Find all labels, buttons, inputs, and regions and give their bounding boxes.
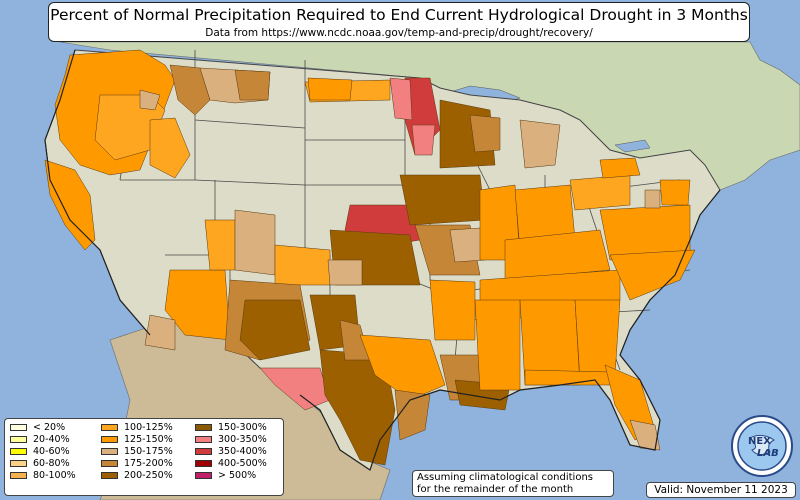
legend-label: 400-500% xyxy=(218,458,267,469)
legend-label: < 20% xyxy=(33,422,66,433)
region-mi-tan xyxy=(519,119,561,169)
region-tx-coast-brown xyxy=(394,389,431,441)
region-ia-darkbrown xyxy=(399,174,486,226)
region-tx-pink xyxy=(259,367,331,411)
legend-swatch xyxy=(195,460,212,467)
legend-swatch xyxy=(195,472,212,479)
legend-swatch xyxy=(101,436,118,443)
legend-item: 80-100% xyxy=(10,470,76,482)
legend-label: 125-150% xyxy=(124,434,173,445)
legend-label: 200-250% xyxy=(124,470,173,481)
region-nj-orange xyxy=(659,179,691,206)
lake-ontario xyxy=(614,139,651,153)
region-4corners-orange xyxy=(274,244,331,286)
legend-swatch xyxy=(10,436,27,443)
legend-label: 350-400% xyxy=(218,446,267,457)
region-ky-orange xyxy=(504,229,611,281)
title-box: Percent of Normal Precipitation Required… xyxy=(48,2,750,42)
legend-label: 40-60% xyxy=(33,446,70,457)
legend-item: 20-40% xyxy=(10,434,76,446)
legend-swatch xyxy=(10,472,27,479)
assumption-line-1: Assuming climatological conditions xyxy=(417,472,593,483)
region-tx-east-orange xyxy=(359,334,446,401)
legend-label: 100-125% xyxy=(124,422,173,433)
legend: < 20% 20-40% 40-60% 60-80% 80-100% 100-1… xyxy=(4,418,284,496)
region-mn-pink xyxy=(389,77,413,121)
region-pa-tan xyxy=(644,189,661,209)
legend-swatch xyxy=(10,448,27,455)
legend-swatch xyxy=(101,448,118,455)
legend-item: < 20% xyxy=(10,422,76,434)
legend-item: 175-200% xyxy=(101,458,173,470)
legend-label: 80-100% xyxy=(33,470,76,481)
region-mn-pink2 xyxy=(411,124,436,156)
legend-column-2: 100-125% 125-150% 150-175% 175-200% 200-… xyxy=(101,422,173,482)
legend-item: 300-350% xyxy=(195,434,267,446)
region-fl-south-tan xyxy=(629,419,661,451)
legend-item: 350-400% xyxy=(195,446,267,458)
region-northern-brown xyxy=(169,64,211,116)
legend-label: 60-80% xyxy=(33,458,70,469)
legend-swatch xyxy=(101,472,118,479)
legend-label: 175-200% xyxy=(124,458,173,469)
region-ar-orange xyxy=(429,279,476,341)
map-title: Percent of Normal Precipitation Required… xyxy=(50,6,748,24)
legend-item: 150-175% xyxy=(101,446,173,458)
logo-text-b: LAB xyxy=(757,448,779,459)
legend-column-1: < 20% 20-40% 40-60% 60-80% 80-100% xyxy=(10,422,76,482)
legend-item: > 500% xyxy=(195,470,267,482)
legend-column-3: 150-300% 300-350% 350-400% 400-500% > 50… xyxy=(195,422,267,482)
region-ks-tan xyxy=(327,259,363,286)
region-wi-midbrown xyxy=(469,114,501,153)
region-wa-tan xyxy=(139,89,161,111)
drought-regions xyxy=(44,49,696,466)
region-ga-orange xyxy=(574,299,621,381)
legend-item: 150-300% xyxy=(195,422,267,434)
legend-item: 400-500% xyxy=(195,458,267,470)
legend-item: 40-60% xyxy=(10,446,76,458)
region-ca-coast xyxy=(44,159,96,251)
legend-label: 150-175% xyxy=(124,446,173,457)
us-coast-outline xyxy=(44,49,721,471)
legend-item: 60-80% xyxy=(10,458,76,470)
legend-item: 125-150% xyxy=(101,434,173,446)
region-oh-orange xyxy=(569,174,631,211)
region-az-south-tan xyxy=(144,314,176,351)
region-idaho-orange xyxy=(149,117,191,179)
region-nv-orange xyxy=(204,219,236,271)
legend-swatch xyxy=(195,436,212,443)
region-mt-orange xyxy=(307,77,353,101)
map-subtitle: Data from https://www.ncdc.noaa.gov/temp… xyxy=(205,27,593,39)
legend-swatch xyxy=(10,460,27,467)
nexlab-globe-logo: NEX LAB xyxy=(731,415,793,477)
legend-label: 300-350% xyxy=(218,434,267,445)
assumption-line-2: for the remainder of the month xyxy=(417,484,574,495)
legend-swatch xyxy=(195,424,212,431)
region-nc-orange xyxy=(609,249,696,301)
logo-text-a: NEX xyxy=(748,436,771,447)
legend-label: 20-40% xyxy=(33,434,70,445)
legend-swatch xyxy=(195,448,212,455)
logo-storm-icon xyxy=(749,434,775,456)
legend-label: > 500% xyxy=(218,470,257,481)
region-ms-orange xyxy=(474,299,521,391)
region-mt-brown xyxy=(234,69,271,101)
region-nm-darkbrown xyxy=(239,299,311,361)
legend-swatch xyxy=(101,460,118,467)
legend-item: 200-250% xyxy=(101,470,173,482)
region-ny-orange xyxy=(599,157,641,179)
region-ut-tan xyxy=(234,209,276,276)
legend-swatch xyxy=(101,424,118,431)
legend-swatch xyxy=(10,424,27,431)
legend-item: 100-125% xyxy=(101,422,173,434)
legend-label: 150-300% xyxy=(218,422,267,433)
valid-date: Valid: November 11 2023 xyxy=(646,482,796,498)
assumption-note: Assuming climatological conditions for t… xyxy=(412,470,614,497)
